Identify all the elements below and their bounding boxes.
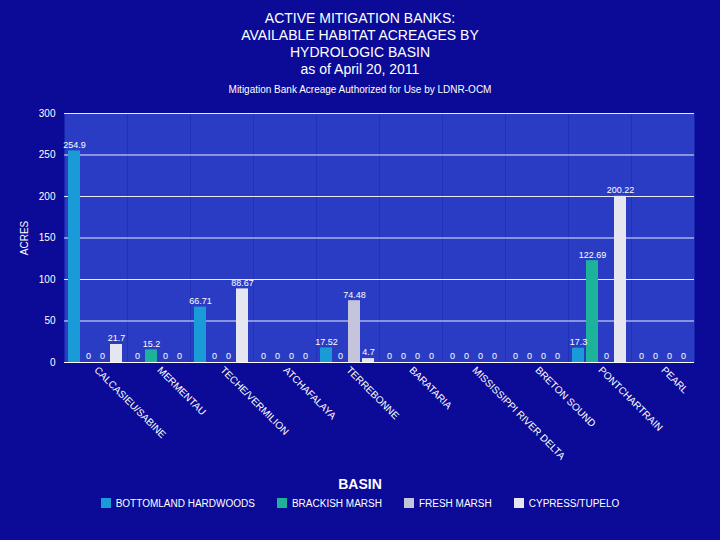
svg-text:0: 0	[653, 351, 658, 361]
svg-text:0: 0	[135, 351, 140, 361]
svg-text:0: 0	[261, 351, 266, 361]
svg-text:17.52: 17.52	[315, 337, 338, 347]
svg-text:MISSISSIPPI RIVER DELTA: MISSISSIPPI RIVER DELTA	[470, 364, 568, 462]
svg-text:0: 0	[212, 351, 217, 361]
svg-text:88.67: 88.67	[231, 278, 254, 288]
svg-text:0: 0	[681, 351, 686, 361]
svg-text:0: 0	[86, 351, 91, 361]
svg-text:0: 0	[338, 351, 343, 361]
svg-text:122.69: 122.69	[579, 250, 607, 260]
html-text:Mitigation Bank Acreage Author: Mitigation Bank Acreage Authorized for U…	[228, 84, 492, 95]
svg-text:0: 0	[478, 351, 483, 361]
svg-text:TECHE/VERMILION: TECHE/VERMILION	[218, 364, 291, 437]
svg-text:0: 0	[177, 351, 182, 361]
svg-text:MERMENTAU: MERMENTAU	[155, 364, 208, 417]
svg-text:15.2: 15.2	[143, 339, 161, 349]
svg-text:0: 0	[303, 351, 308, 361]
svg-text:0: 0	[100, 351, 105, 361]
svg-text:0: 0	[289, 351, 294, 361]
svg-text:0: 0	[387, 351, 392, 361]
svg-text:0: 0	[513, 351, 518, 361]
svg-text:100: 100	[39, 274, 56, 285]
svg-text:0: 0	[429, 351, 434, 361]
svg-text:0: 0	[527, 351, 532, 361]
svg-text:PEARL: PEARL	[659, 364, 690, 395]
svg-text:0: 0	[541, 351, 546, 361]
svg-text:0: 0	[415, 351, 420, 361]
svg-text:ATCHAFALAYA: ATCHAFALAYA	[281, 364, 338, 421]
svg-text:PONTCHARTRAIN: PONTCHARTRAIN	[596, 364, 665, 433]
svg-text:0: 0	[226, 351, 231, 361]
svg-text:BARATARIA: BARATARIA	[407, 364, 454, 411]
svg-text:50: 50	[44, 315, 56, 326]
svg-text:250: 250	[39, 149, 56, 160]
svg-text:254.9: 254.9	[63, 140, 86, 150]
svg-text:66.71: 66.71	[189, 296, 212, 306]
svg-text:200.22: 200.22	[607, 185, 635, 195]
svg-text:TERREBONNE: TERREBONNE	[344, 364, 401, 421]
svg-text:150: 150	[39, 232, 56, 243]
svg-text:4.7: 4.7	[362, 347, 375, 357]
html-text:BRACKISH MARSH: BRACKISH MARSH	[291, 498, 382, 509]
svg-text:17.3: 17.3	[570, 337, 588, 347]
svg-text:74.48: 74.48	[343, 290, 366, 300]
svg-text:200: 200	[39, 191, 56, 202]
svg-text:0: 0	[604, 351, 609, 361]
svg-text:0: 0	[275, 351, 280, 361]
svg-text:BRETON SOUND: BRETON SOUND	[533, 364, 598, 429]
svg-text:0: 0	[555, 351, 560, 361]
svg-text:0: 0	[401, 351, 406, 361]
svg-text:0: 0	[163, 351, 168, 361]
svg-text:0: 0	[492, 351, 497, 361]
svg-text:0: 0	[450, 351, 455, 361]
svg-text:0: 0	[667, 351, 672, 361]
svg-text:0: 0	[464, 351, 469, 361]
html-text:BASIN: BASIN	[338, 476, 382, 492]
svg-text:0: 0	[50, 357, 56, 368]
svg-text:300: 300	[39, 108, 56, 119]
svg-text:21.7: 21.7	[108, 333, 126, 343]
html-text:FRESH MARSH: FRESH MARSH	[419, 498, 492, 509]
svg-text:ACRES: ACRES	[19, 220, 30, 255]
html-text:BOTTOMLAND HARDWOODS: BOTTOMLAND HARDWOODS	[115, 498, 255, 509]
svg-text:CALCASIEU/SABINE: CALCASIEU/SABINE	[92, 364, 168, 440]
html-text:ACTIVE MITIGATION BANKS: AVAIL: ACTIVE MITIGATION BANKS: AVAILABLE HABIT…	[241, 10, 479, 77]
html-text:CYPRESS/TUPELO: CYPRESS/TUPELO	[528, 498, 620, 509]
svg-text:0: 0	[639, 351, 644, 361]
